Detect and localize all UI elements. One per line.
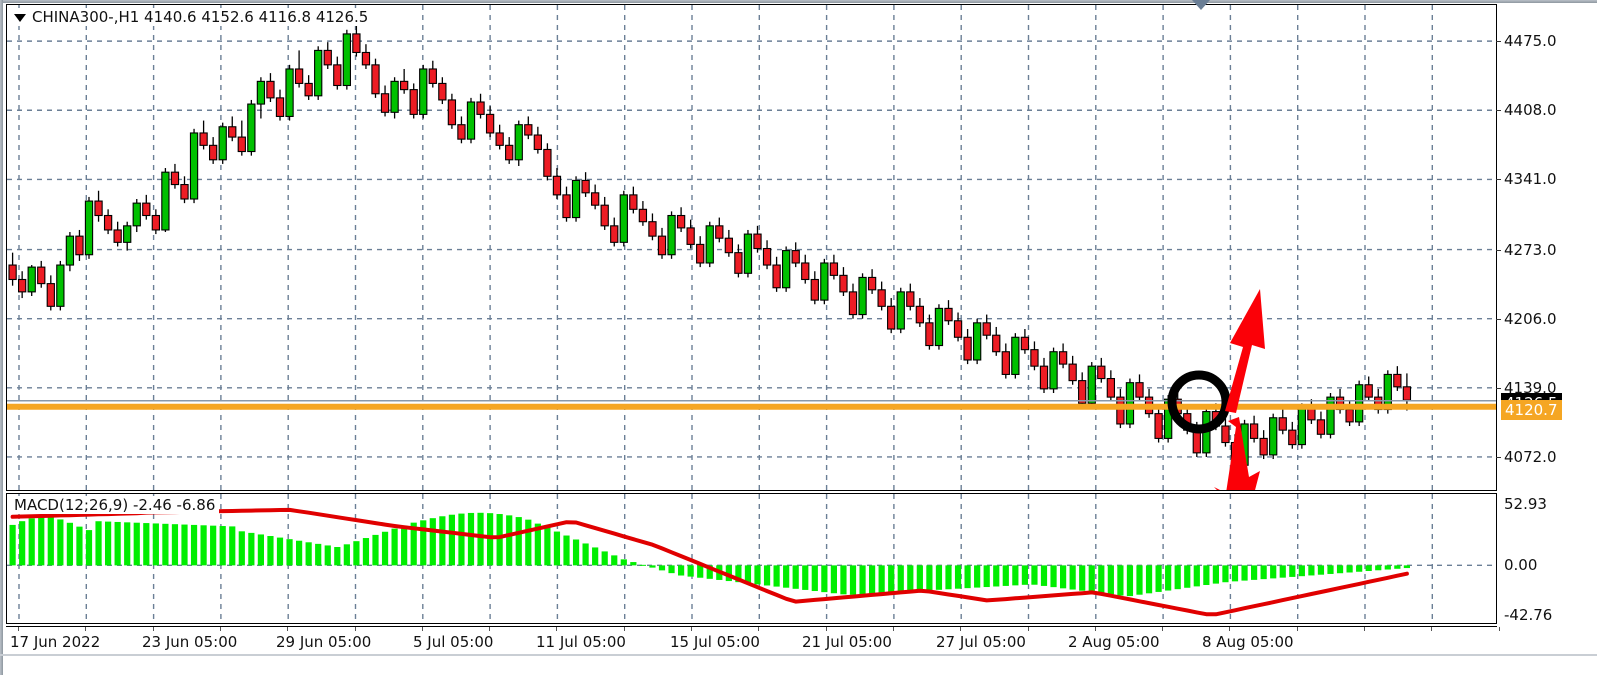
price-tick-label: 4341.0 — [1504, 170, 1557, 189]
macd-tick-label: -42.76 — [1504, 606, 1553, 624]
time-tick-label: 5 Jul 05:00 — [413, 633, 494, 651]
time-tick-mark — [825, 627, 827, 631]
price-tick-mark — [1496, 387, 1501, 389]
time-tick-mark — [421, 627, 423, 631]
time-tick-mark — [758, 627, 760, 631]
time-tick-label: 17 Jun 2022 — [10, 633, 101, 651]
price-tick-label: 4072.0 — [1504, 447, 1557, 466]
time-tick-mark — [1162, 627, 1164, 631]
time-tick-label: 23 Jun 05:00 — [142, 633, 238, 651]
macd-tick-label: 0.00 — [1504, 556, 1538, 575]
price-plot-area[interactable] — [7, 5, 1496, 490]
time-tick-label: 21 Jul 05:00 — [802, 633, 892, 651]
time-tick-mark — [85, 627, 87, 631]
ask-price-tag: 4120.7 — [1501, 399, 1562, 420]
time-tick-label: 2 Aug 05:00 — [1068, 633, 1160, 651]
macd-tick-label: 52.93 — [1504, 495, 1547, 513]
time-tick-label: 27 Jul 05:00 — [936, 633, 1026, 651]
time-tick-label: 29 Jun 05:00 — [276, 633, 372, 651]
time-tick-mark — [152, 627, 154, 631]
time-tick-mark — [892, 627, 894, 631]
price-tick-mark — [1496, 41, 1501, 43]
time-tick-mark — [556, 627, 558, 631]
price-chart-pane[interactable]: CHINA300-,H1 4140.6 4152.6 4116.8 4126.5 — [6, 4, 1497, 491]
time-tick-label: 8 Aug 05:00 — [1202, 633, 1294, 651]
window-bottom-border — [0, 654, 1597, 656]
price-scale[interactable]: 4475.0 4408.0 4341.0 4273.0 4206.0 4139.0 4072… — [1496, 4, 1597, 491]
time-tick-mark — [623, 627, 625, 631]
price-tick-label: 4273.0 — [1504, 240, 1557, 259]
price-tick-label: 4475.0 — [1504, 32, 1557, 51]
price-tick-label: 4139.0 — [1504, 378, 1557, 397]
time-tick-mark — [219, 627, 221, 631]
time-tick-mark — [1229, 627, 1231, 631]
time-tick-mark — [1364, 627, 1365, 631]
price-tick-mark — [1496, 318, 1501, 320]
price-tick-label: 4408.0 — [1504, 101, 1557, 120]
chart-cursor-marker-icon — [1192, 0, 1210, 10]
price-tick-mark — [1496, 249, 1501, 251]
time-tick-mark — [1296, 627, 1298, 631]
price-tick-mark — [1496, 456, 1501, 458]
price-tick-mark — [1496, 179, 1501, 181]
price-tick-mark — [1496, 110, 1501, 112]
time-tick-mark — [691, 627, 692, 631]
macd-scale[interactable]: 52.93 0.00 -42.76 — [1500, 493, 1597, 624]
time-tick-label: 11 Jul 05:00 — [536, 633, 626, 651]
price-tick-label: 4206.0 — [1504, 309, 1557, 328]
time-axis[interactable]: 17 Jun 2022 23 Jun 05:00 29 Jun 05:00 5 Jul… — [6, 626, 1500, 657]
symbol-header-text: CHINA300-,H1 4140.6 4152.6 4116.8 4126.5 — [32, 8, 369, 26]
window-top-border — [0, 0, 1597, 3]
time-tick-label: 15 Jul 05:00 — [670, 633, 760, 651]
window-left-border — [0, 0, 3, 675]
time-tick-mark — [960, 627, 962, 631]
time-tick-mark — [1094, 627, 1096, 631]
macd-header: MACD(12;26,9) -2.46 -6.86 — [14, 496, 220, 514]
time-tick-mark — [1431, 627, 1433, 631]
macd-plot-area[interactable] — [7, 494, 1496, 623]
time-tick-mark — [354, 627, 356, 631]
time-tick-mark — [1498, 627, 1500, 631]
time-tick-mark — [489, 627, 491, 631]
symbol-header: CHINA300-,H1 4140.6 4152.6 4116.8 4126.5 — [14, 8, 373, 26]
macd-indicator-pane[interactable]: MACD(12;26,9) -2.46 -6.86 — [6, 493, 1497, 624]
triangle-down-icon[interactable] — [14, 13, 26, 22]
time-tick-mark — [1027, 627, 1029, 631]
time-tick-mark — [287, 627, 289, 631]
time-tick-mark — [18, 627, 19, 631]
